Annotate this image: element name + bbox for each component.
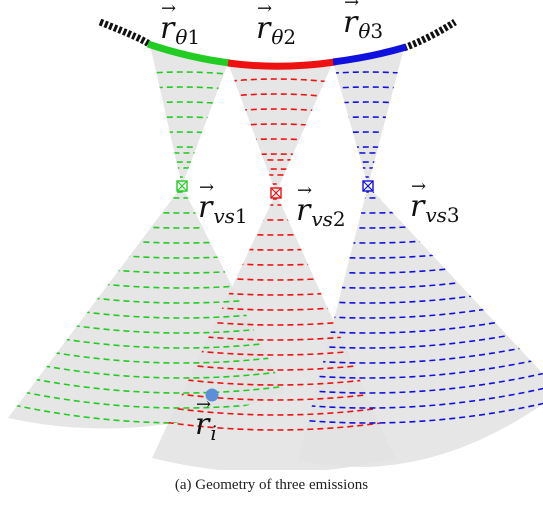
wavefronts-2 xyxy=(152,78,395,431)
figure-caption: (a) Geometry of three emissions xyxy=(174,477,369,493)
aperture-3 xyxy=(332,43,407,66)
wavefronts-1 xyxy=(8,71,285,424)
geometry-figure xyxy=(8,18,543,473)
cone-bottom-3 xyxy=(298,186,543,468)
virtual-source-cross-2 xyxy=(270,187,282,199)
virtual-source-3 xyxy=(362,180,374,192)
virtual-source-1 xyxy=(176,180,188,192)
label-r-vs-2: rvs2 xyxy=(296,182,346,229)
label-r-vs-1: rvs1 xyxy=(198,179,248,226)
diagram: rθ1 rθ2 rθ3 rvs1 rvs2 rvs3 ri xyxy=(0,0,543,470)
array-left-segment xyxy=(98,18,153,48)
aperture-2 xyxy=(227,58,336,70)
cone-top-1 xyxy=(150,45,228,186)
aperture-1 xyxy=(146,40,231,67)
label-r-vs-3: rvs3 xyxy=(410,178,460,225)
virtual-source-2 xyxy=(270,187,282,199)
virtual-source-cross-3 xyxy=(362,180,374,192)
virtual-source-cross-1 xyxy=(176,180,188,192)
label-r-i: ri xyxy=(195,396,217,443)
array-right-segment xyxy=(402,19,457,52)
label-r-theta-1: rθ1 xyxy=(160,0,200,47)
label-r-theta-3: rθ3 xyxy=(343,0,383,41)
label-r-theta-2: rθ2 xyxy=(256,0,296,47)
cone-top-2 xyxy=(228,62,333,193)
